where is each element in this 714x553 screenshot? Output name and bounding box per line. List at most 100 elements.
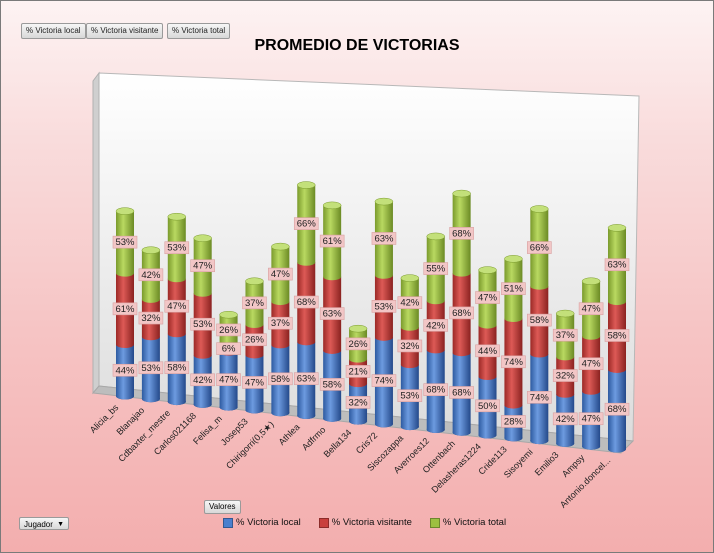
data-label-text: 47% bbox=[582, 304, 602, 315]
data-label-total: 37% bbox=[552, 328, 578, 342]
data-label-text: 47% bbox=[478, 293, 498, 304]
data-label-local: 47% bbox=[242, 376, 267, 389]
data-label-text: 58% bbox=[323, 379, 343, 390]
bar-top bbox=[374, 197, 394, 206]
data-label-text: 55% bbox=[426, 264, 446, 275]
data-label-box bbox=[449, 227, 474, 240]
data-label-box bbox=[112, 302, 138, 316]
data-label-total: 66% bbox=[293, 217, 319, 230]
data-label-text: 44% bbox=[115, 365, 135, 376]
field-button-visitante[interactable]: % Victoria visitante bbox=[86, 23, 164, 39]
data-label-box bbox=[293, 372, 319, 385]
bar-top bbox=[219, 310, 238, 319]
data-label-total: 42% bbox=[397, 296, 423, 309]
data-label-total: 61% bbox=[319, 234, 345, 248]
data-label-box bbox=[501, 415, 526, 428]
data-label-text: 42% bbox=[426, 320, 446, 331]
bar-top bbox=[115, 207, 135, 215]
chart-legend: % Victoria local % Victoria visitante % … bbox=[223, 517, 506, 528]
data-label-total: 68% bbox=[449, 227, 474, 240]
data-label-box bbox=[268, 267, 293, 281]
bar-top bbox=[297, 181, 316, 189]
bar-top bbox=[141, 246, 161, 254]
jugador-filter-button[interactable]: Jugador ▼ bbox=[19, 517, 69, 530]
data-label-box bbox=[423, 262, 449, 275]
data-label-text: 68% bbox=[452, 228, 472, 239]
data-label-text: 53% bbox=[141, 363, 161, 374]
chart-title: PROMEDIO DE VICTORIAS bbox=[254, 37, 460, 54]
data-label-text: 63% bbox=[607, 260, 627, 271]
data-label-visitante: 26% bbox=[242, 333, 267, 347]
data-label-text: 26% bbox=[245, 335, 265, 346]
data-label-box bbox=[345, 337, 371, 351]
data-label-text: 32% bbox=[400, 341, 420, 352]
bar-top bbox=[607, 224, 627, 232]
data-label-box bbox=[242, 376, 267, 389]
bar-top bbox=[530, 205, 549, 213]
bar-top bbox=[245, 277, 264, 285]
data-label-local: 58% bbox=[164, 361, 190, 374]
data-label-box bbox=[319, 234, 345, 248]
data-label-text: 58% bbox=[530, 315, 550, 326]
data-label-text: 74% bbox=[504, 357, 524, 368]
legend-swatch-total bbox=[429, 517, 440, 528]
data-label-text: 50% bbox=[478, 401, 498, 412]
data-label-total: 53% bbox=[112, 235, 138, 249]
data-label-text: 47% bbox=[582, 414, 602, 425]
data-label-visitante: 68% bbox=[449, 306, 474, 320]
data-label-local: 47% bbox=[216, 373, 241, 386]
data-label-total: 47% bbox=[578, 302, 604, 316]
bar-stack bbox=[555, 309, 575, 447]
side-wall bbox=[92, 71, 100, 395]
legend-item-total: % Victoria total bbox=[429, 517, 506, 528]
legend-label-visitante: % Victoria visitante bbox=[331, 517, 412, 528]
category-label: Athlea bbox=[277, 422, 302, 447]
data-label-box bbox=[371, 232, 397, 245]
legend-item-visitante: % Victoria visitante bbox=[318, 517, 412, 528]
data-label-text: 28% bbox=[504, 416, 524, 427]
data-label-text: 51% bbox=[504, 284, 524, 295]
data-label-box bbox=[138, 311, 164, 325]
data-label-box bbox=[527, 241, 552, 254]
data-label-visitante: 61% bbox=[112, 302, 138, 316]
data-label-box bbox=[501, 282, 526, 295]
valores-button[interactable]: Valores bbox=[204, 500, 241, 514]
bar-top bbox=[193, 234, 212, 242]
data-label-local: 68% bbox=[449, 386, 474, 399]
data-label-text: 53% bbox=[115, 237, 135, 248]
data-label-box bbox=[578, 357, 604, 371]
data-label-text: 63% bbox=[323, 309, 343, 320]
data-label-text: 63% bbox=[374, 233, 394, 244]
data-label-total: 26% bbox=[216, 323, 241, 337]
data-label-text: 74% bbox=[530, 392, 550, 403]
data-label-text: 42% bbox=[141, 270, 161, 281]
data-label-box bbox=[423, 319, 449, 332]
category-label: Cdbaxter_mestre bbox=[116, 408, 172, 464]
data-label-total: 47% bbox=[268, 267, 293, 281]
data-label-text: 61% bbox=[323, 236, 343, 247]
data-label-text: 61% bbox=[115, 304, 135, 315]
data-label-box bbox=[371, 300, 397, 313]
data-label-box bbox=[242, 333, 267, 347]
data-label-box bbox=[190, 373, 215, 387]
data-label-text: 47% bbox=[582, 359, 602, 370]
legend-swatch-visitante bbox=[318, 517, 329, 528]
data-label-text: 66% bbox=[297, 219, 317, 230]
data-label-visitante: 58% bbox=[604, 329, 630, 342]
field-button-total[interactable]: % Victoria total bbox=[167, 23, 231, 39]
data-label-total: 26% bbox=[345, 337, 371, 351]
data-label-local: 47% bbox=[578, 412, 604, 426]
data-label-local: 32% bbox=[345, 396, 371, 409]
data-label-local: 28% bbox=[501, 415, 526, 428]
data-label-text: 42% bbox=[400, 298, 420, 309]
data-label-text: 37% bbox=[271, 318, 291, 329]
data-label-box bbox=[449, 306, 474, 320]
data-label-text: 6% bbox=[222, 344, 236, 355]
category-label: Antonio.doncel... bbox=[558, 455, 612, 509]
bar-top bbox=[271, 242, 290, 251]
data-label-local: 63% bbox=[293, 372, 319, 385]
data-label-box bbox=[604, 258, 630, 272]
field-button-local[interactable]: % Victoria local bbox=[21, 23, 86, 39]
data-label-text: 47% bbox=[167, 301, 187, 312]
data-label-text: 32% bbox=[556, 371, 576, 382]
